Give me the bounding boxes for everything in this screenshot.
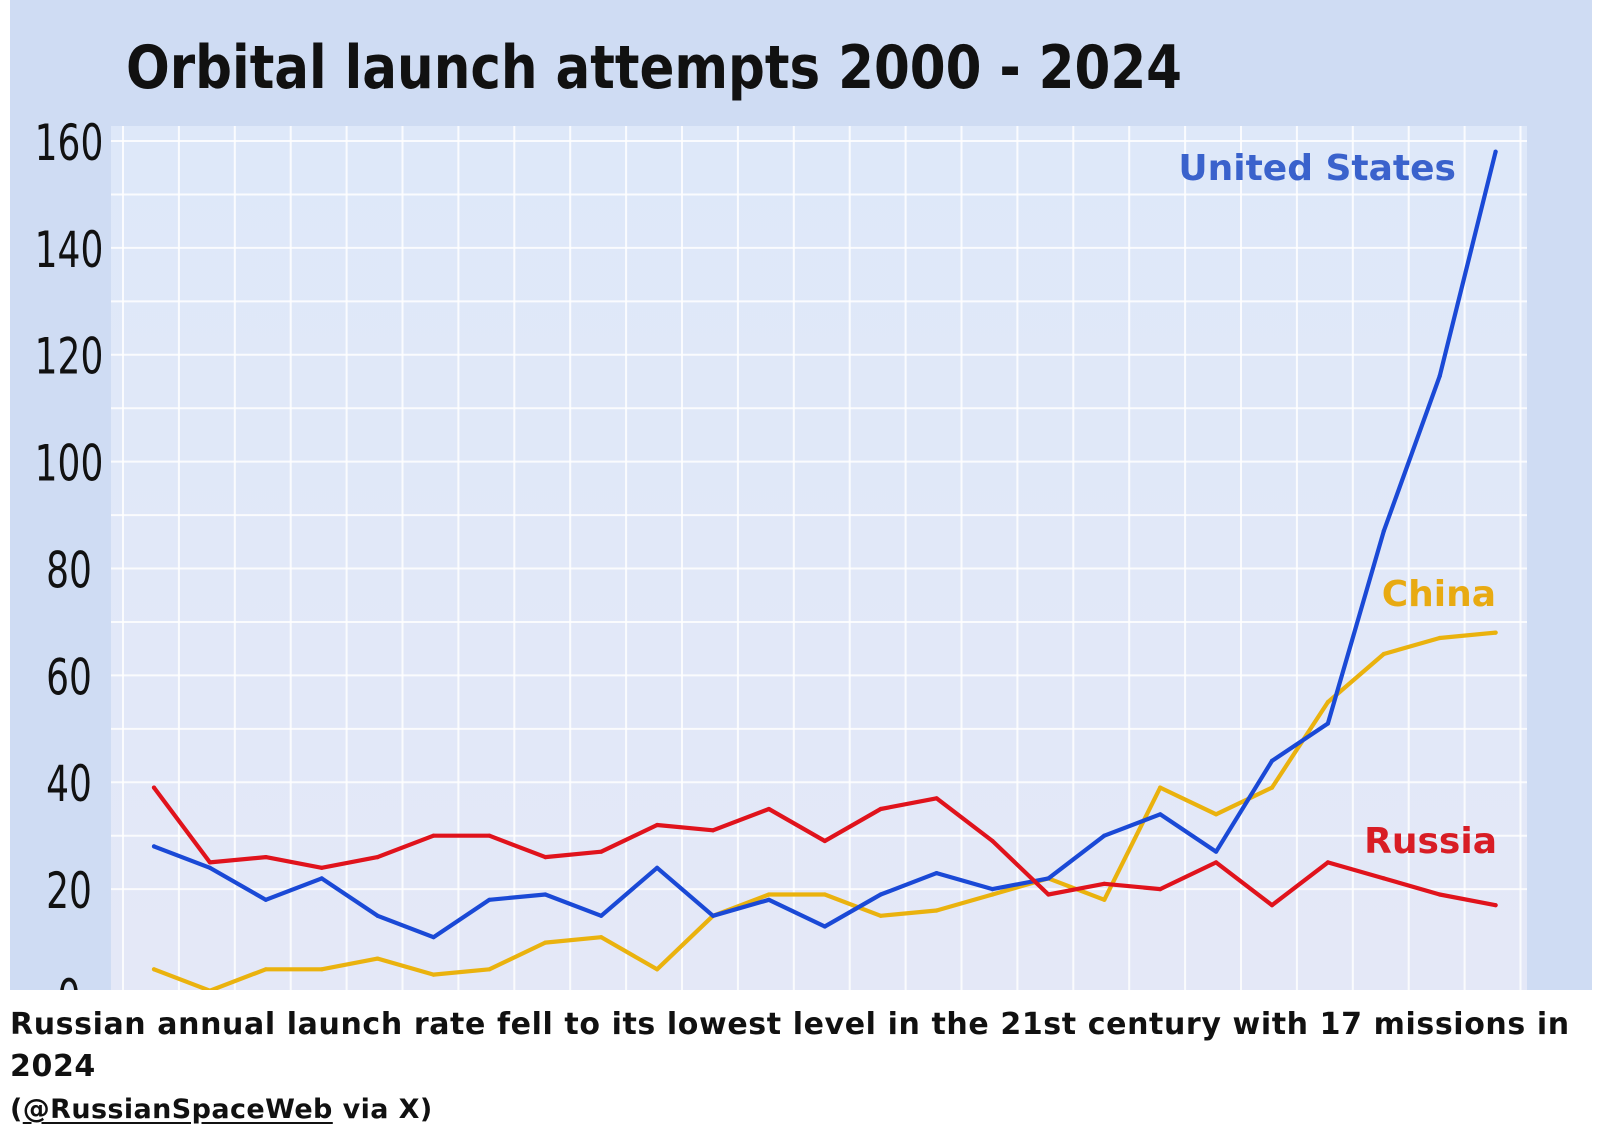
data-point-russia-2017 — [1102, 881, 1107, 886]
data-point-russia-2000 — [151, 785, 157, 790]
data-point-united-states-2012 — [822, 924, 827, 929]
data-point-united-states-2024 — [1493, 149, 1498, 154]
data-point-russia-2015 — [990, 838, 995, 844]
data-point-china-2023 — [1437, 635, 1442, 641]
data-point-united-states-2016 — [1046, 876, 1051, 881]
series-lines — [151, 149, 1498, 990]
y-tick-label-140: 140 — [35, 222, 104, 279]
data-point-russia-2014 — [934, 796, 939, 801]
data-point-united-states-2018 — [1158, 812, 1163, 817]
chart-svg: 20 40 60 80 100 120 140 160 0 United States China… — [10, 0, 1592, 990]
data-point-china-2021 — [1325, 700, 1330, 705]
data-point-united-states-2021 — [1325, 721, 1330, 726]
data-point-china-2022 — [1381, 651, 1386, 657]
data-point-china-2000 — [151, 967, 157, 972]
y-tick-label-160: 160 — [35, 115, 104, 172]
data-point-united-states-2010 — [710, 913, 716, 918]
y-tick-label-20: 20 — [46, 863, 92, 920]
data-point-united-states-2004 — [375, 913, 380, 918]
y-tick-label-60: 60 — [46, 650, 92, 707]
y-tick-label-0: 0 — [58, 970, 81, 990]
data-point-united-states-2019 — [1214, 849, 1219, 854]
data-point-russia-2018 — [1158, 887, 1163, 892]
data-point-russia-2002 — [263, 855, 268, 860]
data-point-russia-2011 — [766, 806, 772, 812]
data-point-china-2004 — [375, 956, 380, 961]
data-point-russia-2012 — [822, 838, 827, 844]
data-point-united-states-2003 — [319, 876, 324, 881]
data-point-china-2013 — [878, 913, 883, 918]
data-point-russia-2003 — [319, 865, 324, 870]
y-tick-label-100: 100 — [35, 436, 104, 493]
data-point-united-states-2014 — [934, 871, 939, 876]
data-point-china-2024 — [1493, 630, 1498, 635]
data-point-united-states-2005 — [431, 935, 436, 940]
series-label-china: China — [1382, 574, 1496, 615]
data-point-united-states-2008 — [599, 913, 604, 918]
credit-suffix: via X) — [332, 1094, 433, 1125]
y-tick-label-120: 120 — [35, 329, 104, 386]
figure-credit: (@RussianSpaceWeb via X) — [10, 1090, 433, 1130]
data-point-china-2014 — [934, 908, 939, 913]
data-point-china-2019 — [1214, 812, 1219, 817]
data-point-russia-2001 — [207, 860, 212, 865]
plot-area — [111, 126, 1527, 990]
credit-link[interactable]: @RussianSpaceWeb — [22, 1094, 333, 1125]
data-point-russia-2013 — [878, 806, 883, 812]
chart-figure: 20 40 60 80 100 120 140 160 0 United States China… — [10, 0, 1592, 990]
y-axis-ticks: 20 40 60 80 100 120 140 160 0 — [35, 115, 104, 990]
series-label-united-states: United States — [1178, 148, 1456, 189]
data-point-china-2018 — [1158, 785, 1163, 790]
data-point-china-2003 — [319, 967, 324, 972]
series-label-russia: Russia — [1364, 821, 1497, 862]
data-point-china-2002 — [263, 967, 268, 972]
data-point-united-states-2006 — [487, 897, 492, 902]
data-point-russia-2024 — [1493, 903, 1498, 908]
data-point-china-2009 — [655, 967, 660, 972]
data-point-united-states-2001 — [207, 865, 212, 870]
data-point-united-states-2015 — [990, 887, 995, 892]
data-point-russia-2010 — [710, 828, 716, 833]
figure-caption: Russian annual launch rate fell to its l… — [10, 1007, 1570, 1084]
data-point-russia-2008 — [599, 849, 604, 854]
credit-open-paren: ( — [10, 1094, 23, 1125]
data-point-russia-2004 — [375, 855, 380, 860]
data-point-united-states-2017 — [1102, 833, 1107, 838]
data-point-china-2015 — [990, 892, 995, 897]
data-point-united-states-2023 — [1437, 374, 1442, 379]
data-point-united-states-2009 — [655, 865, 660, 870]
data-point-china-2020 — [1269, 785, 1275, 790]
data-point-china-2012 — [822, 892, 827, 897]
data-point-russia-2006 — [487, 833, 492, 838]
data-point-china-2005 — [431, 972, 436, 977]
data-point-united-states-2002 — [263, 897, 268, 902]
data-point-russia-2019 — [1214, 860, 1219, 865]
data-point-russia-2007 — [543, 855, 548, 860]
series-labels: United States China Russia — [1178, 148, 1497, 862]
data-point-russia-2022 — [1381, 876, 1386, 881]
data-point-russia-2016 — [1046, 892, 1051, 897]
data-point-china-2006 — [487, 967, 492, 972]
data-point-china-2001 — [207, 988, 212, 990]
data-point-united-states-2000 — [151, 844, 157, 849]
data-point-russia-2009 — [655, 822, 660, 828]
data-point-united-states-2022 — [1381, 529, 1386, 534]
data-point-russia-2005 — [431, 833, 436, 838]
data-point-russia-2023 — [1437, 892, 1442, 897]
data-point-china-2007 — [543, 940, 548, 945]
data-point-russia-2021 — [1325, 860, 1330, 865]
y-tick-label-80: 80 — [46, 543, 92, 600]
chart-title: Orbital launch attempts 2000 - 2024 — [126, 33, 1182, 103]
data-point-united-states-2020 — [1269, 758, 1275, 764]
data-point-china-2017 — [1102, 897, 1107, 902]
data-point-united-states-2013 — [878, 892, 883, 897]
data-point-united-states-2011 — [766, 897, 772, 902]
data-point-china-2008 — [599, 935, 604, 940]
data-point-united-states-2007 — [543, 892, 548, 897]
data-point-russia-2020 — [1269, 903, 1275, 908]
y-tick-label-40: 40 — [46, 756, 92, 813]
data-point-china-2011 — [766, 892, 772, 897]
